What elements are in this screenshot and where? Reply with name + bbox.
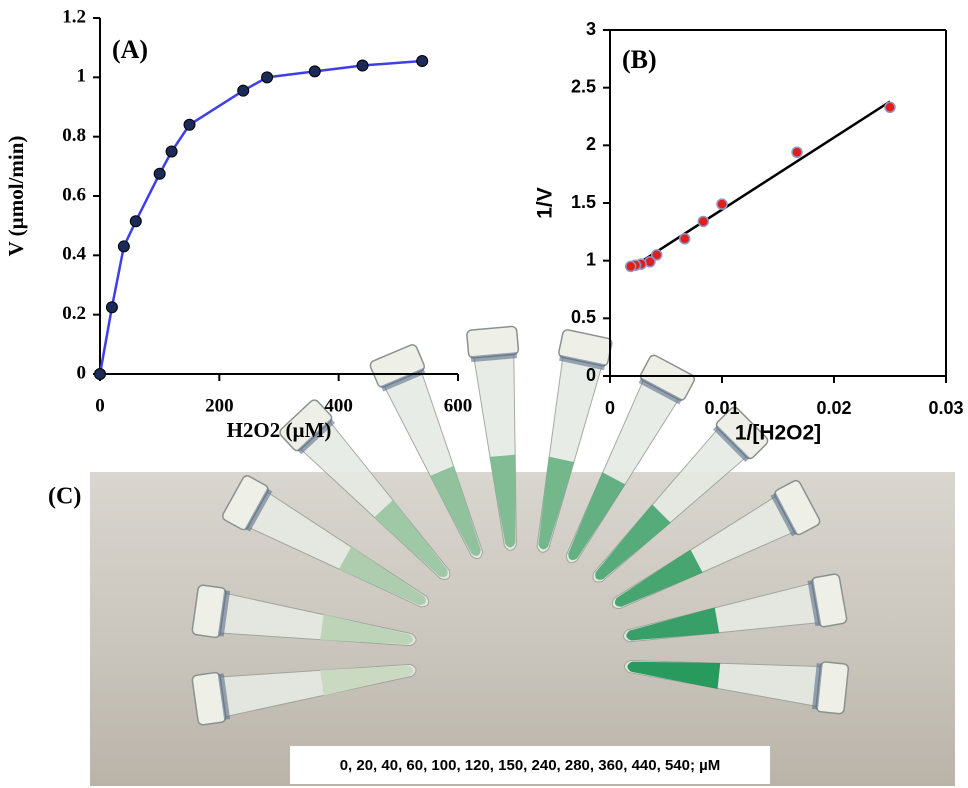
x-tick-label: 0 — [95, 395, 105, 416]
x-axis-label: H2O2 (µM) — [227, 418, 332, 442]
y-tick-label: 1.5 — [571, 192, 596, 212]
panel-label: (C) — [48, 484, 81, 510]
data-point — [238, 85, 249, 96]
y-tick-label: 0 — [77, 362, 87, 383]
x-tick-label: 0 — [605, 398, 615, 418]
x-tick-label: 0.03 — [928, 398, 963, 418]
data-point — [262, 72, 273, 83]
y-tick-label: 2.5 — [571, 76, 596, 96]
y-tick-label: 2 — [586, 134, 596, 154]
data-point — [717, 199, 727, 209]
data-point — [130, 216, 141, 227]
y-tick-label: 1.2 — [62, 6, 86, 27]
y-axis-label: 1/V — [534, 187, 557, 219]
data-point — [357, 60, 368, 71]
data-point — [680, 234, 690, 244]
data-point — [184, 119, 195, 130]
x-tick-label: 0.01 — [704, 398, 739, 418]
y-tick-label: 1 — [77, 66, 87, 87]
data-line — [100, 61, 422, 374]
data-point — [154, 168, 165, 179]
y-tick-label: 1 — [586, 249, 596, 269]
photo-caption: 0, 20, 40, 60, 100, 120, 150, 240, 280, … — [340, 757, 721, 774]
data-point — [698, 216, 708, 226]
x-tick-label: 200 — [205, 395, 234, 416]
y-tick-label: 0 — [586, 365, 596, 385]
data-point — [95, 369, 106, 380]
data-point — [792, 147, 802, 157]
data-point — [309, 66, 320, 77]
x-tick-label: 400 — [324, 395, 353, 416]
x-axis-label: 1/[H2O2] — [735, 422, 821, 445]
y-tick-label: 0.5 — [571, 307, 596, 327]
y-tick-label: 0.6 — [62, 184, 86, 205]
y-tick-label: 0.8 — [62, 125, 86, 146]
data-point — [626, 261, 636, 271]
data-point — [118, 241, 129, 252]
annotation: (A) — [112, 35, 148, 64]
x-tick-label: 0.02 — [816, 398, 851, 418]
y-tick-label: 0.2 — [62, 303, 86, 324]
x-tick-label: 600 — [444, 395, 473, 416]
y-tick-label: 0.4 — [62, 244, 86, 265]
y-tick-label: 3 — [586, 19, 596, 39]
data-point — [417, 56, 428, 67]
data-point — [166, 146, 177, 157]
y-axis-label: V (µmol/min) — [4, 136, 28, 257]
figure: 0, 20, 40, 60, 100, 120, 150, 240, 280, … — [0, 0, 968, 788]
data-point — [885, 102, 895, 112]
data-point — [106, 302, 117, 313]
annotation: (B) — [622, 45, 657, 74]
trendline — [630, 102, 890, 269]
